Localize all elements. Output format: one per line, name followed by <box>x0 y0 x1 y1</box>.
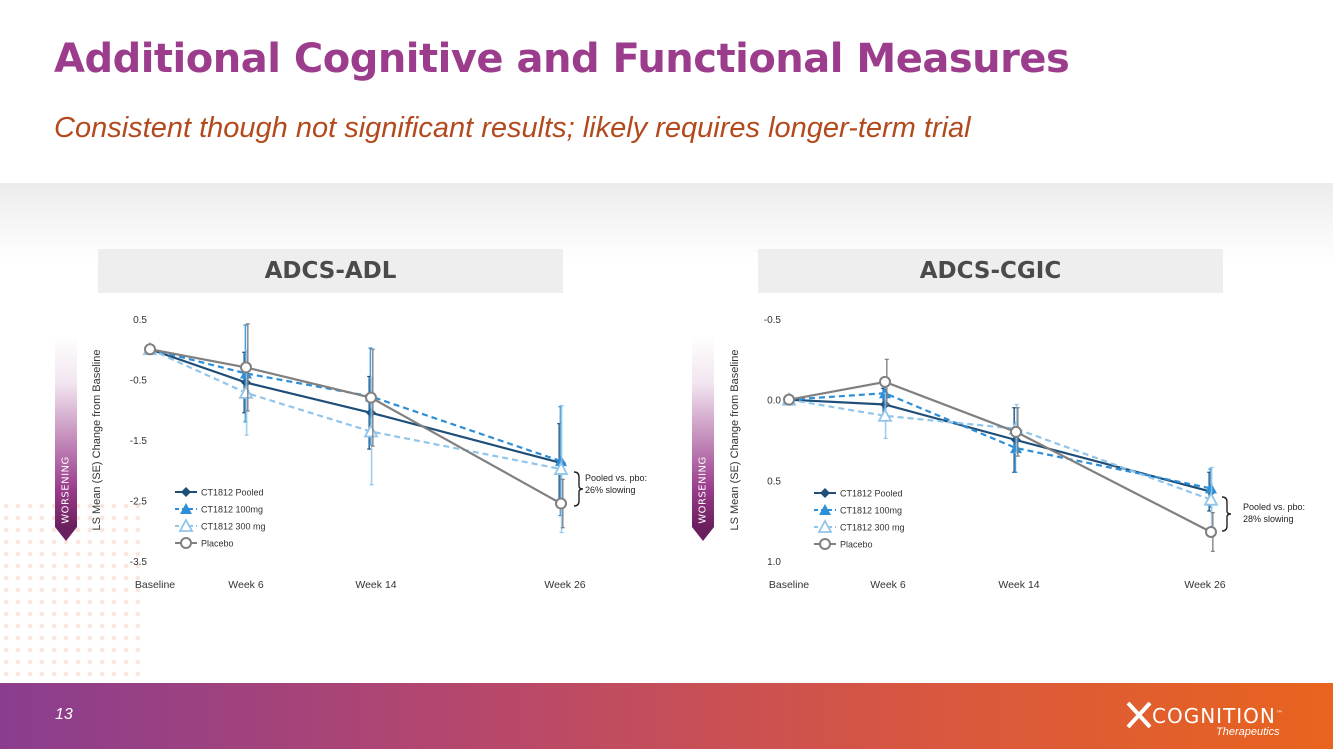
legend-swatch-marker <box>817 519 833 533</box>
data-point <box>144 343 156 356</box>
y-tick-label: 0.5 <box>767 476 781 487</box>
annotation-bracket <box>573 471 584 507</box>
legend-label: CT1812 300 mg <box>840 523 905 533</box>
legend-label: CT1812 300 mg <box>201 522 266 532</box>
x-tick-label: Week 6 <box>870 579 906 591</box>
y-tick-label: -2.5 <box>130 497 148 508</box>
worsening-arrow-adl: WORSENING <box>55 335 77 545</box>
worsening-gradient-bar <box>55 335 77 527</box>
pooled-vs-placebo-annotation: Pooled vs. pbo: 26% slowing <box>573 471 647 507</box>
y-tick-label: 0.0 <box>767 396 781 407</box>
annotation-line-2: 26% slowing <box>585 485 636 495</box>
y-axis-label: LS Mean (SE) Change from Baseline <box>91 350 103 531</box>
legend-swatch-marker <box>180 503 192 514</box>
legend-label: CT1812 Pooled <box>201 488 264 498</box>
data-point <box>240 361 252 374</box>
chart-title-adcs-adl: ADCS-ADL <box>98 249 563 293</box>
data-point <box>555 497 567 510</box>
y-tick-label: -3.5 <box>130 557 148 568</box>
y-tick-label: 1.0 <box>767 557 781 568</box>
x-tick-label: Week 14 <box>355 579 396 591</box>
data-point <box>363 423 379 438</box>
legend-label: CT1812 Pooled <box>840 489 903 499</box>
slide-subtitle: Consistent though not significant result… <box>54 112 971 144</box>
data-point <box>553 461 569 475</box>
chart-axes: -0.5 0.0 0.5 1.0 Baseline Week 6 Week 14 Week 2… <box>729 315 1226 591</box>
data-point <box>238 384 254 399</box>
chart-legend: CT1812 Pooled CT1812 100mg CT1812 300 mg Pl… <box>175 487 266 549</box>
x-tick-label: Baseline <box>135 579 175 591</box>
data-point <box>877 407 893 422</box>
series-line <box>788 380 1212 533</box>
y-tick-label: -0.5 <box>764 315 782 326</box>
x-tick-label: Week 26 <box>544 579 585 591</box>
worsening-arrow-cgic: WORSENING <box>692 335 714 545</box>
logo-wordmark: COGNITION™ <box>1152 704 1284 728</box>
series-placebo <box>783 358 1217 552</box>
data-point <box>365 391 377 404</box>
legend-swatch-marker <box>819 504 831 515</box>
x-tick-label: Baseline <box>769 579 809 591</box>
data-point <box>1203 491 1219 506</box>
series-line <box>788 398 1212 493</box>
y-tick-label: -0.5 <box>130 376 148 387</box>
x-tick-label: Week 14 <box>998 579 1039 591</box>
data-point <box>1010 425 1022 438</box>
legend-swatch-marker <box>819 538 831 550</box>
legend-swatch-marker <box>181 487 191 497</box>
logo-x-icon <box>1126 701 1152 729</box>
y-tick-label: -1.5 <box>130 436 148 447</box>
legend-label: CT1812 100mg <box>201 505 263 515</box>
series-line <box>149 348 562 465</box>
legend-swatch-marker <box>178 518 194 532</box>
y-tick-label: 0.5 <box>133 315 147 326</box>
annotation-bracket <box>1221 496 1232 532</box>
series-line <box>788 398 1212 501</box>
series-placebo <box>144 323 567 529</box>
pooled-vs-placebo-annotation: Pooled vs. pbo: 28% slowing <box>1221 496 1305 532</box>
page-number: 13 <box>55 706 73 723</box>
series-line <box>149 348 562 505</box>
data-point <box>1205 525 1217 538</box>
x-tick-label: Week 6 <box>228 579 264 591</box>
annotation-line-1: Pooled vs. pbo: <box>585 473 647 483</box>
x-tick-label: Week 26 <box>1184 579 1225 591</box>
worsening-arrow-tip <box>55 527 77 541</box>
annotation-line-1: Pooled vs. pbo: <box>1243 502 1305 512</box>
legend-label: CT1812 100mg <box>840 506 902 516</box>
worsening-arrow-tip <box>692 527 714 541</box>
series-line <box>149 348 562 463</box>
data-point <box>879 375 891 388</box>
slide-title: Additional Cognitive and Functional Meas… <box>54 36 1070 82</box>
chart-axes: 0.5 -0.5 -1.5 -2.5 -3.5 Baseline Week 6 Week 14… <box>91 315 586 591</box>
legend-label: Placebo <box>201 539 234 549</box>
footer-bar <box>0 683 1333 749</box>
annotation-line-2: 28% slowing <box>1243 514 1294 524</box>
y-axis-label: LS Mean (SE) Change from Baseline <box>729 350 741 531</box>
legend-label: Placebo <box>840 540 873 550</box>
chart-legend: CT1812 Pooled CT1812 100mg CT1812 300 mg Pl… <box>814 488 905 550</box>
data-point <box>783 393 795 406</box>
legend-swatch-marker <box>180 537 192 549</box>
chart-title-adcs-cgic: ADCS-CGIC <box>758 249 1223 293</box>
logo-subtext: Therapeutics <box>1216 726 1280 738</box>
legend-swatch-marker <box>820 488 830 498</box>
worsening-gradient-bar <box>692 335 714 527</box>
